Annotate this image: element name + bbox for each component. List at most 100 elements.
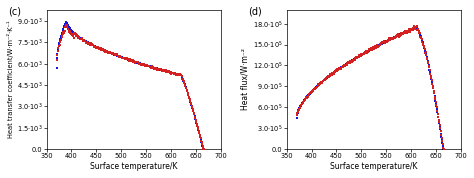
Point xyxy=(120,56,128,59)
Point xyxy=(307,91,315,94)
Point xyxy=(317,82,324,85)
Point xyxy=(427,75,435,78)
Point xyxy=(176,74,184,76)
Point xyxy=(64,28,72,31)
Point xyxy=(166,71,173,74)
Point xyxy=(399,32,406,35)
Point xyxy=(308,91,315,94)
Point xyxy=(432,101,439,103)
Point xyxy=(88,43,96,46)
Point xyxy=(323,76,331,78)
Point xyxy=(392,36,400,38)
Point xyxy=(146,64,153,67)
Point xyxy=(66,30,74,33)
Point xyxy=(384,39,392,42)
Point xyxy=(189,108,196,111)
Point xyxy=(58,32,66,34)
Point xyxy=(171,72,178,75)
Point xyxy=(156,68,164,71)
Point xyxy=(182,85,190,88)
Point xyxy=(148,66,155,69)
Point xyxy=(354,55,362,58)
Point xyxy=(155,67,162,70)
Point xyxy=(377,43,384,46)
Point xyxy=(378,42,386,45)
Point xyxy=(180,79,187,82)
Point xyxy=(192,121,200,124)
Point xyxy=(327,74,334,77)
Point xyxy=(406,28,414,31)
Point xyxy=(92,46,100,49)
Point xyxy=(141,63,148,66)
Point xyxy=(349,58,357,61)
Point xyxy=(352,57,360,60)
Point xyxy=(382,42,389,45)
Point xyxy=(328,73,336,76)
Point xyxy=(140,62,148,65)
Point xyxy=(108,52,116,55)
Point xyxy=(198,143,206,146)
Point xyxy=(167,72,174,74)
Point xyxy=(75,35,82,38)
Point xyxy=(195,130,202,132)
Point xyxy=(65,30,73,33)
Point xyxy=(118,56,125,59)
Point xyxy=(66,27,73,30)
Point xyxy=(440,148,448,151)
X-axis label: Surface temperature/K: Surface temperature/K xyxy=(90,162,177,171)
Point xyxy=(352,57,359,60)
Point xyxy=(398,32,406,35)
Point xyxy=(322,76,330,79)
Point xyxy=(78,37,85,40)
Point xyxy=(340,64,348,67)
Point xyxy=(371,45,378,48)
Point xyxy=(72,33,80,36)
Point xyxy=(384,39,392,42)
Point xyxy=(343,61,350,64)
Point xyxy=(58,33,65,36)
Point xyxy=(182,85,189,88)
Point xyxy=(73,35,81,37)
Point xyxy=(82,40,89,43)
Point xyxy=(116,55,123,58)
Point xyxy=(387,37,395,40)
Point xyxy=(57,38,65,41)
Point xyxy=(109,53,116,56)
Point xyxy=(80,40,88,43)
Point xyxy=(375,44,383,47)
Point xyxy=(323,78,330,80)
Point xyxy=(306,92,313,95)
Point xyxy=(428,77,435,80)
Point xyxy=(109,52,117,55)
Point xyxy=(184,92,191,95)
Point xyxy=(380,41,388,44)
Point xyxy=(414,29,421,32)
Point xyxy=(381,41,389,44)
Point xyxy=(71,32,78,35)
Point xyxy=(174,73,182,76)
Point xyxy=(327,73,335,76)
Point xyxy=(383,41,390,44)
Point xyxy=(395,34,402,37)
Point xyxy=(148,65,155,68)
Point xyxy=(372,46,379,49)
Point xyxy=(163,69,170,72)
Point xyxy=(302,96,310,99)
Point xyxy=(157,68,164,71)
Point xyxy=(84,41,91,44)
Point xyxy=(161,69,169,72)
Point xyxy=(389,37,396,40)
Point xyxy=(91,45,99,48)
Point xyxy=(396,33,403,36)
Point xyxy=(74,35,82,38)
Point xyxy=(116,55,123,58)
Point xyxy=(341,63,349,66)
Point xyxy=(146,65,154,68)
Point xyxy=(152,67,160,70)
Point xyxy=(435,116,442,119)
Point xyxy=(431,97,439,100)
Point xyxy=(115,56,123,59)
Point xyxy=(318,81,325,84)
Point xyxy=(93,46,101,49)
Point xyxy=(375,44,383,47)
